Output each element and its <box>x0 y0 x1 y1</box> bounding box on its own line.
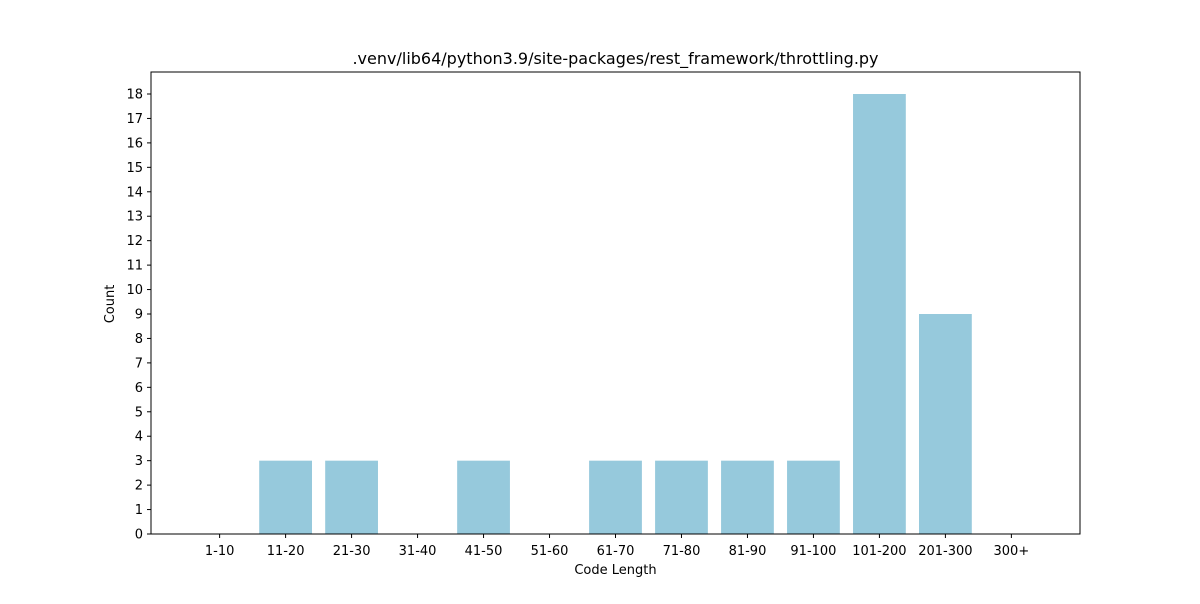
x-tick-label: 31-40 <box>399 544 437 559</box>
x-tick-label: 81-90 <box>729 544 767 559</box>
y-tick-label: 12 <box>126 234 143 249</box>
y-tick-label: 13 <box>126 210 143 225</box>
x-tick-label: 71-80 <box>663 544 701 559</box>
y-tick-label: 3 <box>135 454 143 469</box>
y-tick-label: 10 <box>126 283 143 298</box>
bar-201-300 <box>919 314 972 534</box>
y-tick-label: 8 <box>135 332 143 347</box>
x-axis-ticks: 1-10 11-20 21-30 31-40 41-50 51-60 61-70 71-80 8… <box>205 534 1029 559</box>
y-tick-label: 4 <box>135 430 143 445</box>
x-tick-label: 51-60 <box>531 544 569 559</box>
y-tick-label: 15 <box>126 161 143 176</box>
y-tick-label: 11 <box>126 259 143 274</box>
y-tick-label: 1 <box>135 503 143 518</box>
x-tick-label: 101-200 <box>852 544 906 559</box>
y-tick-label: 9 <box>135 308 143 323</box>
x-axis-label: Code Length <box>574 563 656 578</box>
x-tick-label: 61-70 <box>597 544 635 559</box>
x-tick-label: 91-100 <box>790 544 836 559</box>
bar-11-20 <box>259 460 312 534</box>
y-axis-label: Count <box>103 285 118 324</box>
bar-61-70 <box>589 460 642 534</box>
y-tick-label: 18 <box>126 88 143 103</box>
bar-91-100 <box>787 460 840 534</box>
y-tick-label: 6 <box>135 381 143 396</box>
bar-101-200 <box>853 94 906 534</box>
y-tick-label: 5 <box>135 405 143 420</box>
x-tick-label: 41-50 <box>465 544 503 559</box>
plot-area-frame <box>150 71 1081 535</box>
bars-group <box>259 94 972 534</box>
y-tick-label: 2 <box>135 479 143 494</box>
y-tick-label: 16 <box>126 136 143 151</box>
x-tick-label: 21-30 <box>333 544 371 559</box>
y-tick-label: 17 <box>126 112 143 127</box>
bar-41-50 <box>457 460 510 534</box>
bar-71-80 <box>655 460 708 534</box>
chart-title: .venv/lib64/python3.9/site-packages/rest… <box>352 49 878 69</box>
x-tick-label: 300+ <box>994 544 1030 559</box>
x-tick-label: 11-20 <box>267 544 305 559</box>
bar-21-30 <box>325 460 378 534</box>
x-tick-label: 1-10 <box>205 544 235 559</box>
y-tick-label: 14 <box>126 185 143 200</box>
bar-81-90 <box>721 460 774 534</box>
y-tick-label: 7 <box>135 356 143 371</box>
y-tick-label: 0 <box>135 528 143 543</box>
x-tick-label: 201-300 <box>918 544 972 559</box>
